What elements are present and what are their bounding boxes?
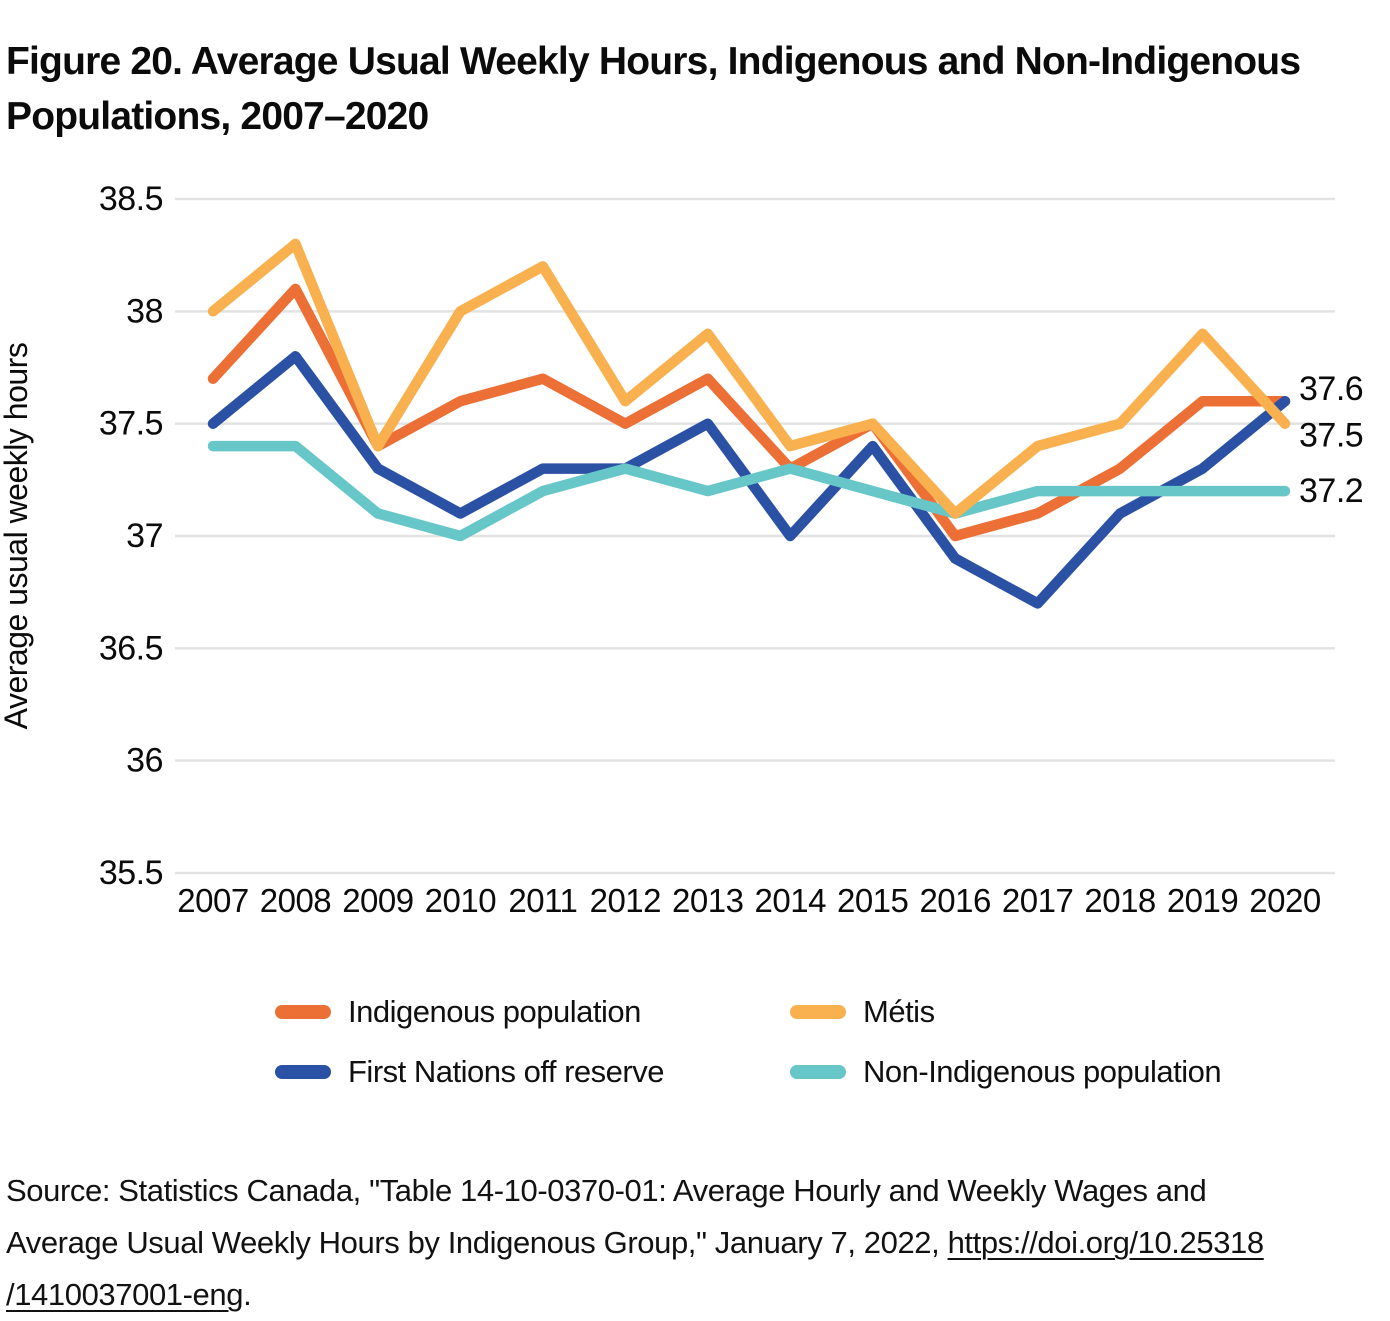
legend-label: First Nations off reserve [348,1054,664,1089]
x-tick-label: 2020 [1249,882,1321,919]
figure-title-line2: Populations, 2007–2020 [6,95,429,139]
x-tick-label: 2010 [425,882,497,919]
end-value-label: 37.5 [1299,417,1363,455]
x-tick-label: 2014 [755,882,827,919]
chart-legend: Indigenous population Métis First Nation… [275,994,1222,1090]
y-tick-label: 37 [126,517,163,555]
legend-item-metis: Métis [790,994,1221,1030]
legend-swatch [790,1005,846,1019]
x-tick-label: 2013 [672,882,743,919]
legend-swatch [275,1065,331,1079]
legend-label: Métis [863,994,935,1029]
source-doi-link-part2[interactable]: /1410037001-eng [6,1277,244,1312]
x-tick-label: 2011 [508,882,577,919]
x-tick-label: 2009 [342,882,413,919]
source-note: Source: Statistics Canada, "Table 14-10-… [6,1165,1376,1321]
series-line-m-tis [207,238,1291,519]
y-tick-label: 36.5 [99,629,163,667]
y-tick-label: 38 [126,292,163,330]
source-text-line1: Source: Statistics Canada, "Table 14-10-… [6,1173,1207,1208]
source-text-line2: Average Usual Weekly Hours by Indigenous… [6,1225,948,1260]
end-value-label: 37.6 [1299,370,1363,408]
x-tick-label: 2015 [837,882,908,919]
legend-item-indigenous-population: Indigenous population [275,994,790,1030]
series-line-non-indigenous-population [207,440,1291,542]
figure-title: Figure 20. Average Usual Weekly Hours, I… [6,34,1376,144]
legend-label: Indigenous population [348,994,641,1029]
x-tick-label: 2018 [1084,882,1155,919]
end-value-label: 37.2 [1299,472,1363,510]
legend-item-non-indigenous-population: Non-Indigenous population [790,1054,1222,1090]
line-chart: 38.5 38 37.5 37 36.5 36 35.5 2007 2008 2009 2010 20… [0,180,1364,919]
source-text-period: . [243,1277,252,1312]
legend-item-first-nations-off-reserve: First Nations off reserve [275,1054,790,1090]
y-tick-label: 38.5 [99,180,163,218]
series-line-indigenous-population [207,283,1291,542]
y-tick-label: 36 [126,742,163,780]
y-tick-label: 35.5 [99,854,163,892]
legend-swatch [790,1065,846,1079]
x-tick-label: 2019 [1167,882,1238,919]
x-tick-label: 2007 [177,882,248,919]
legend-swatch [275,1005,331,1019]
y-axis-title: Average usual weekly hours [0,343,34,730]
figure-title-line1: Figure 20. Average Usual Weekly Hours, I… [6,40,1301,84]
x-tick-label: 2016 [919,882,990,919]
x-tick-label: 2008 [260,882,331,919]
x-tick-label: 2012 [590,882,661,919]
x-tick-label: 2017 [1002,882,1073,919]
legend-label: Non-Indigenous population [863,1054,1222,1089]
source-doi-link-part1[interactable]: https://doi.org/10.25318 [947,1225,1265,1260]
y-tick-label: 37.5 [99,405,163,443]
